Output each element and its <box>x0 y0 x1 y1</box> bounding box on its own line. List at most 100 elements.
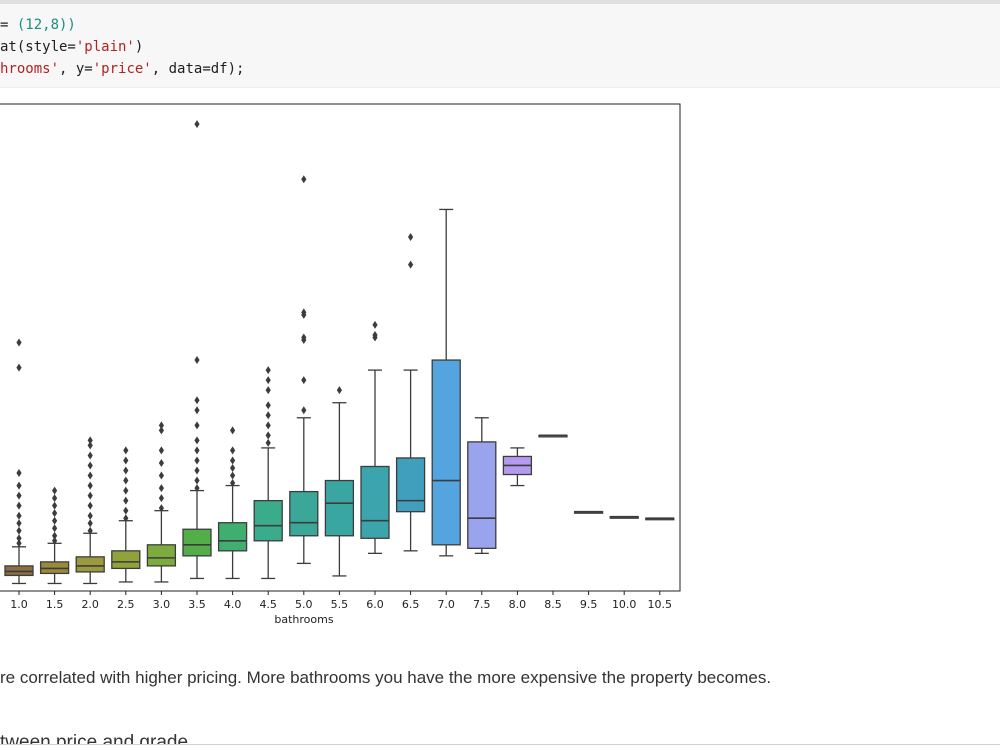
outlier-marker <box>158 494 164 503</box>
x-tick-label: 9.5 <box>580 598 598 611</box>
outlier-marker <box>123 506 129 515</box>
outlier-marker <box>87 501 93 510</box>
outlier-marker <box>123 446 129 455</box>
box-2.5 <box>111 550 141 570</box>
code-token: at(style= <box>0 39 76 55</box>
box-6.5 <box>395 457 426 513</box>
box-3.5 <box>182 528 212 557</box>
outlier-marker <box>52 524 58 533</box>
code-line-1: = (12,8)) <box>0 14 76 36</box>
boxplot-output: 1.0 1.5 2.0 2.5 3.0 3.5 4.0 4.5 5.0 5.5 6.0 6.5 7.0 7… <box>0 100 690 635</box>
outlier-marker <box>194 406 200 415</box>
outlier-marker <box>301 376 307 385</box>
code-token: (12,8)) <box>16 17 76 33</box>
outlier-marker <box>87 481 93 490</box>
outlier-marker <box>265 386 271 395</box>
outlier-marker <box>123 496 129 505</box>
box-7.5 <box>467 441 497 549</box>
notebook-top-border <box>0 0 1000 4</box>
outlier-marker <box>230 479 236 488</box>
outlier-marker <box>408 233 414 242</box>
outlier-marker <box>372 320 378 329</box>
x-tick-label: 1.5 <box>46 598 64 611</box>
outlier-marker <box>230 456 236 465</box>
outlier-marker <box>194 436 200 445</box>
outlier-marker <box>265 401 271 410</box>
x-tick-label: 10.0 <box>612 598 637 611</box>
plot-frame <box>0 103 681 592</box>
outlier-marker <box>16 534 22 543</box>
outlier-marker <box>194 484 200 493</box>
x-axis-label: bathrooms <box>274 613 333 626</box>
outlier-marker <box>194 466 200 475</box>
outlier-marker <box>158 484 164 493</box>
outlier-marker <box>87 461 93 470</box>
outlier-marker <box>16 481 22 490</box>
box-5.0 <box>289 490 319 537</box>
outlier-marker <box>52 536 58 545</box>
outlier-marker <box>16 363 22 372</box>
outlier-marker <box>16 338 22 347</box>
outlier-marker <box>194 396 200 405</box>
outlier-marker <box>87 491 93 500</box>
outlier-marker <box>87 436 93 445</box>
outlier-marker <box>87 441 93 450</box>
code-cell[interactable]: = (12,8)) at(style='plain') hrooms', y='… <box>0 4 1000 88</box>
outlier-marker <box>158 426 164 435</box>
outlier-marker <box>52 486 58 495</box>
outlier-marker <box>123 476 129 485</box>
box-4.0 <box>217 522 248 552</box>
outlier-marker <box>52 494 58 503</box>
outlier-marker <box>194 120 200 129</box>
x-tick-label: 4.5 <box>259 598 277 611</box>
x-tick-label: 6.5 <box>402 598 420 611</box>
box-7.0 <box>431 359 461 546</box>
code-line-2: at(style='plain') <box>0 36 143 58</box>
outlier-marker <box>265 421 271 430</box>
outlier-marker <box>230 463 236 472</box>
boxplot-svg: 1.0 1.5 2.0 2.5 3.0 3.5 4.0 4.5 5.0 5.5 6.0 6.5 7.0 7… <box>0 103 681 626</box>
x-tick-label: 2.5 <box>117 598 135 611</box>
markdown-heading-text: tween price and grade <box>0 732 189 744</box>
outlier-marker <box>123 456 129 465</box>
outlier-marker <box>123 514 129 523</box>
x-tick-label: 6.0 <box>366 598 384 611</box>
outlier-marker <box>52 516 58 525</box>
x-tick-label: 8.0 <box>509 598 527 611</box>
code-token: 'price' <box>92 61 152 77</box>
outlier-marker <box>372 330 378 339</box>
x-tick-label: 3.0 <box>153 598 171 611</box>
code-line-3: hrooms', y='price', data=df); <box>0 58 244 80</box>
outlier-marker <box>87 526 93 535</box>
code-token: , y= <box>59 61 93 77</box>
outlier-marker <box>16 491 22 500</box>
code-token: , data=df); <box>151 61 245 77</box>
outlier-marker <box>194 476 200 485</box>
box-4.5 <box>253 499 283 542</box>
outlier-marker <box>265 438 271 447</box>
outlier-marker <box>336 386 342 395</box>
outlier-marker <box>265 366 271 375</box>
outlier-marker <box>16 526 22 535</box>
code-token: = <box>0 17 17 33</box>
outlier-marker <box>301 406 307 415</box>
outlier-marker <box>301 308 307 317</box>
outlier-marker <box>87 451 93 460</box>
x-tick-label: 4.0 <box>224 598 242 611</box>
outlier-marker <box>265 376 271 385</box>
outlier-marker <box>158 446 164 455</box>
x-tick-label: 2.0 <box>81 598 99 611</box>
outlier-marker <box>230 471 236 480</box>
x-tick-label: 10.5 <box>648 598 673 611</box>
outlier-marker <box>87 471 93 480</box>
outlier-marker <box>265 431 271 440</box>
outlier-marker <box>230 426 236 435</box>
outlier-marker <box>301 333 307 342</box>
outlier-marker <box>158 421 164 430</box>
outlier-marker <box>301 175 307 184</box>
outlier-marker <box>123 486 129 495</box>
outlier-marker <box>158 504 164 513</box>
outlier-marker <box>87 511 93 520</box>
x-tick-label: 5.5 <box>331 598 349 611</box>
x-tick-label: 5.0 <box>295 598 313 611</box>
